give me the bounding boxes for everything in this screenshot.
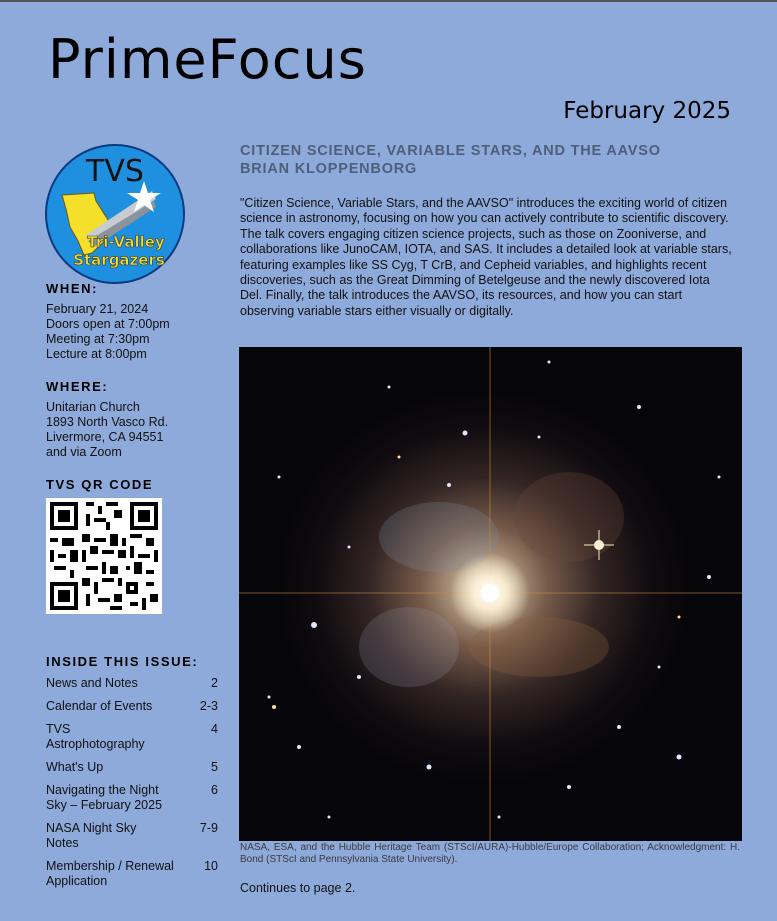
photo-caption: NASA, ESA, and the Hubble Heritage Team … xyxy=(240,842,740,865)
toc-item-label: What's Up xyxy=(46,760,104,774)
toc-item-label: Calendar of Events xyxy=(46,699,153,713)
table-of-contents: News and Notes 2 Calendar of Events 2-3 TV… xyxy=(46,676,218,897)
nebula-photo xyxy=(239,347,742,841)
qr-code-icon[interactable] xyxy=(46,498,162,614)
where-line: Unitarian Church xyxy=(46,400,140,414)
logo-text-line2: Stargazers xyxy=(73,251,165,269)
qr-heading: TVS QR CODE xyxy=(46,477,154,492)
qr-section: TVS QR CODE xyxy=(46,477,218,619)
toc-item-page: 6 xyxy=(211,783,218,797)
article-title: CITIZEN SCIENCE, VARIABLE STARS, AND THE… xyxy=(240,143,661,159)
where-line: and via Zoom xyxy=(46,445,122,459)
toc-item-page: 4 xyxy=(211,722,218,736)
toc-item-page: 2 xyxy=(211,676,218,690)
sidebar: WHEN: February 21, 2024 Doors open at 7:… xyxy=(46,281,218,636)
when-line: Meeting at 7:30pm xyxy=(46,332,150,346)
when-section: WHEN: February 21, 2024 Doors open at 7:… xyxy=(46,281,218,362)
where-line: Livermore, CA 94551 xyxy=(46,430,164,444)
logo-text-line1: Tri-Valley xyxy=(87,233,165,251)
when-line: Lecture at 8:00pm xyxy=(46,347,147,361)
logo-text-top: TVS xyxy=(85,154,144,189)
article: CITIZEN SCIENCE, VARIABLE STARS, AND THE… xyxy=(240,142,732,319)
toc-item-label: TVS Astrophotography xyxy=(46,722,145,751)
when-heading: WHEN: xyxy=(46,281,99,296)
toc-item[interactable]: Membership / Renewal Application 10 xyxy=(46,859,218,889)
toc-item[interactable]: NASA Night Sky Notes 7-9 xyxy=(46,821,218,851)
where-heading: WHERE: xyxy=(46,379,109,394)
tvs-logo: TVS Tri-Valley Stargazers xyxy=(45,144,185,284)
continues-link[interactable]: Continues to page 2. xyxy=(240,881,356,895)
toc-heading: INSIDE THIS ISSUE: xyxy=(46,654,199,669)
toc-item[interactable]: News and Notes 2 xyxy=(46,676,218,691)
article-author: BRIAN KLOPPENBORG xyxy=(240,161,418,177)
article-body: "Citizen Science, Variable Stars, and th… xyxy=(240,196,732,318)
toc-item[interactable]: Calendar of Events 2-3 xyxy=(46,699,218,714)
masthead-title: PrimeFocus xyxy=(48,28,367,91)
toc-item[interactable]: Navigating the Night Sky – February 2025… xyxy=(46,783,218,813)
toc-item[interactable]: What's Up 5 xyxy=(46,760,218,775)
when-line: Doors open at 7:00pm xyxy=(46,317,170,331)
toc-item-label: Navigating the Night Sky – February 2025 xyxy=(46,783,163,812)
issue-date: February 2025 xyxy=(563,98,731,124)
toc-item-page: 10 xyxy=(204,859,218,873)
top-rule xyxy=(0,0,777,2)
when-line: February 21, 2024 xyxy=(46,302,149,316)
toc-item[interactable]: TVS Astrophotography 4 xyxy=(46,722,218,752)
where-section: WHERE: Unitarian Church 1893 North Vasco… xyxy=(46,379,218,460)
toc-item-page: 5 xyxy=(211,760,218,774)
toc-item-label: News and Notes xyxy=(46,676,138,690)
toc-item-page: 2-3 xyxy=(199,699,218,713)
toc-item-page: 7-9 xyxy=(199,821,218,835)
toc-item-label: Membership / Renewal Application xyxy=(46,859,174,888)
toc-item-label: NASA Night Sky Notes xyxy=(46,821,137,850)
where-line: 1893 North Vasco Rd. xyxy=(46,415,169,429)
